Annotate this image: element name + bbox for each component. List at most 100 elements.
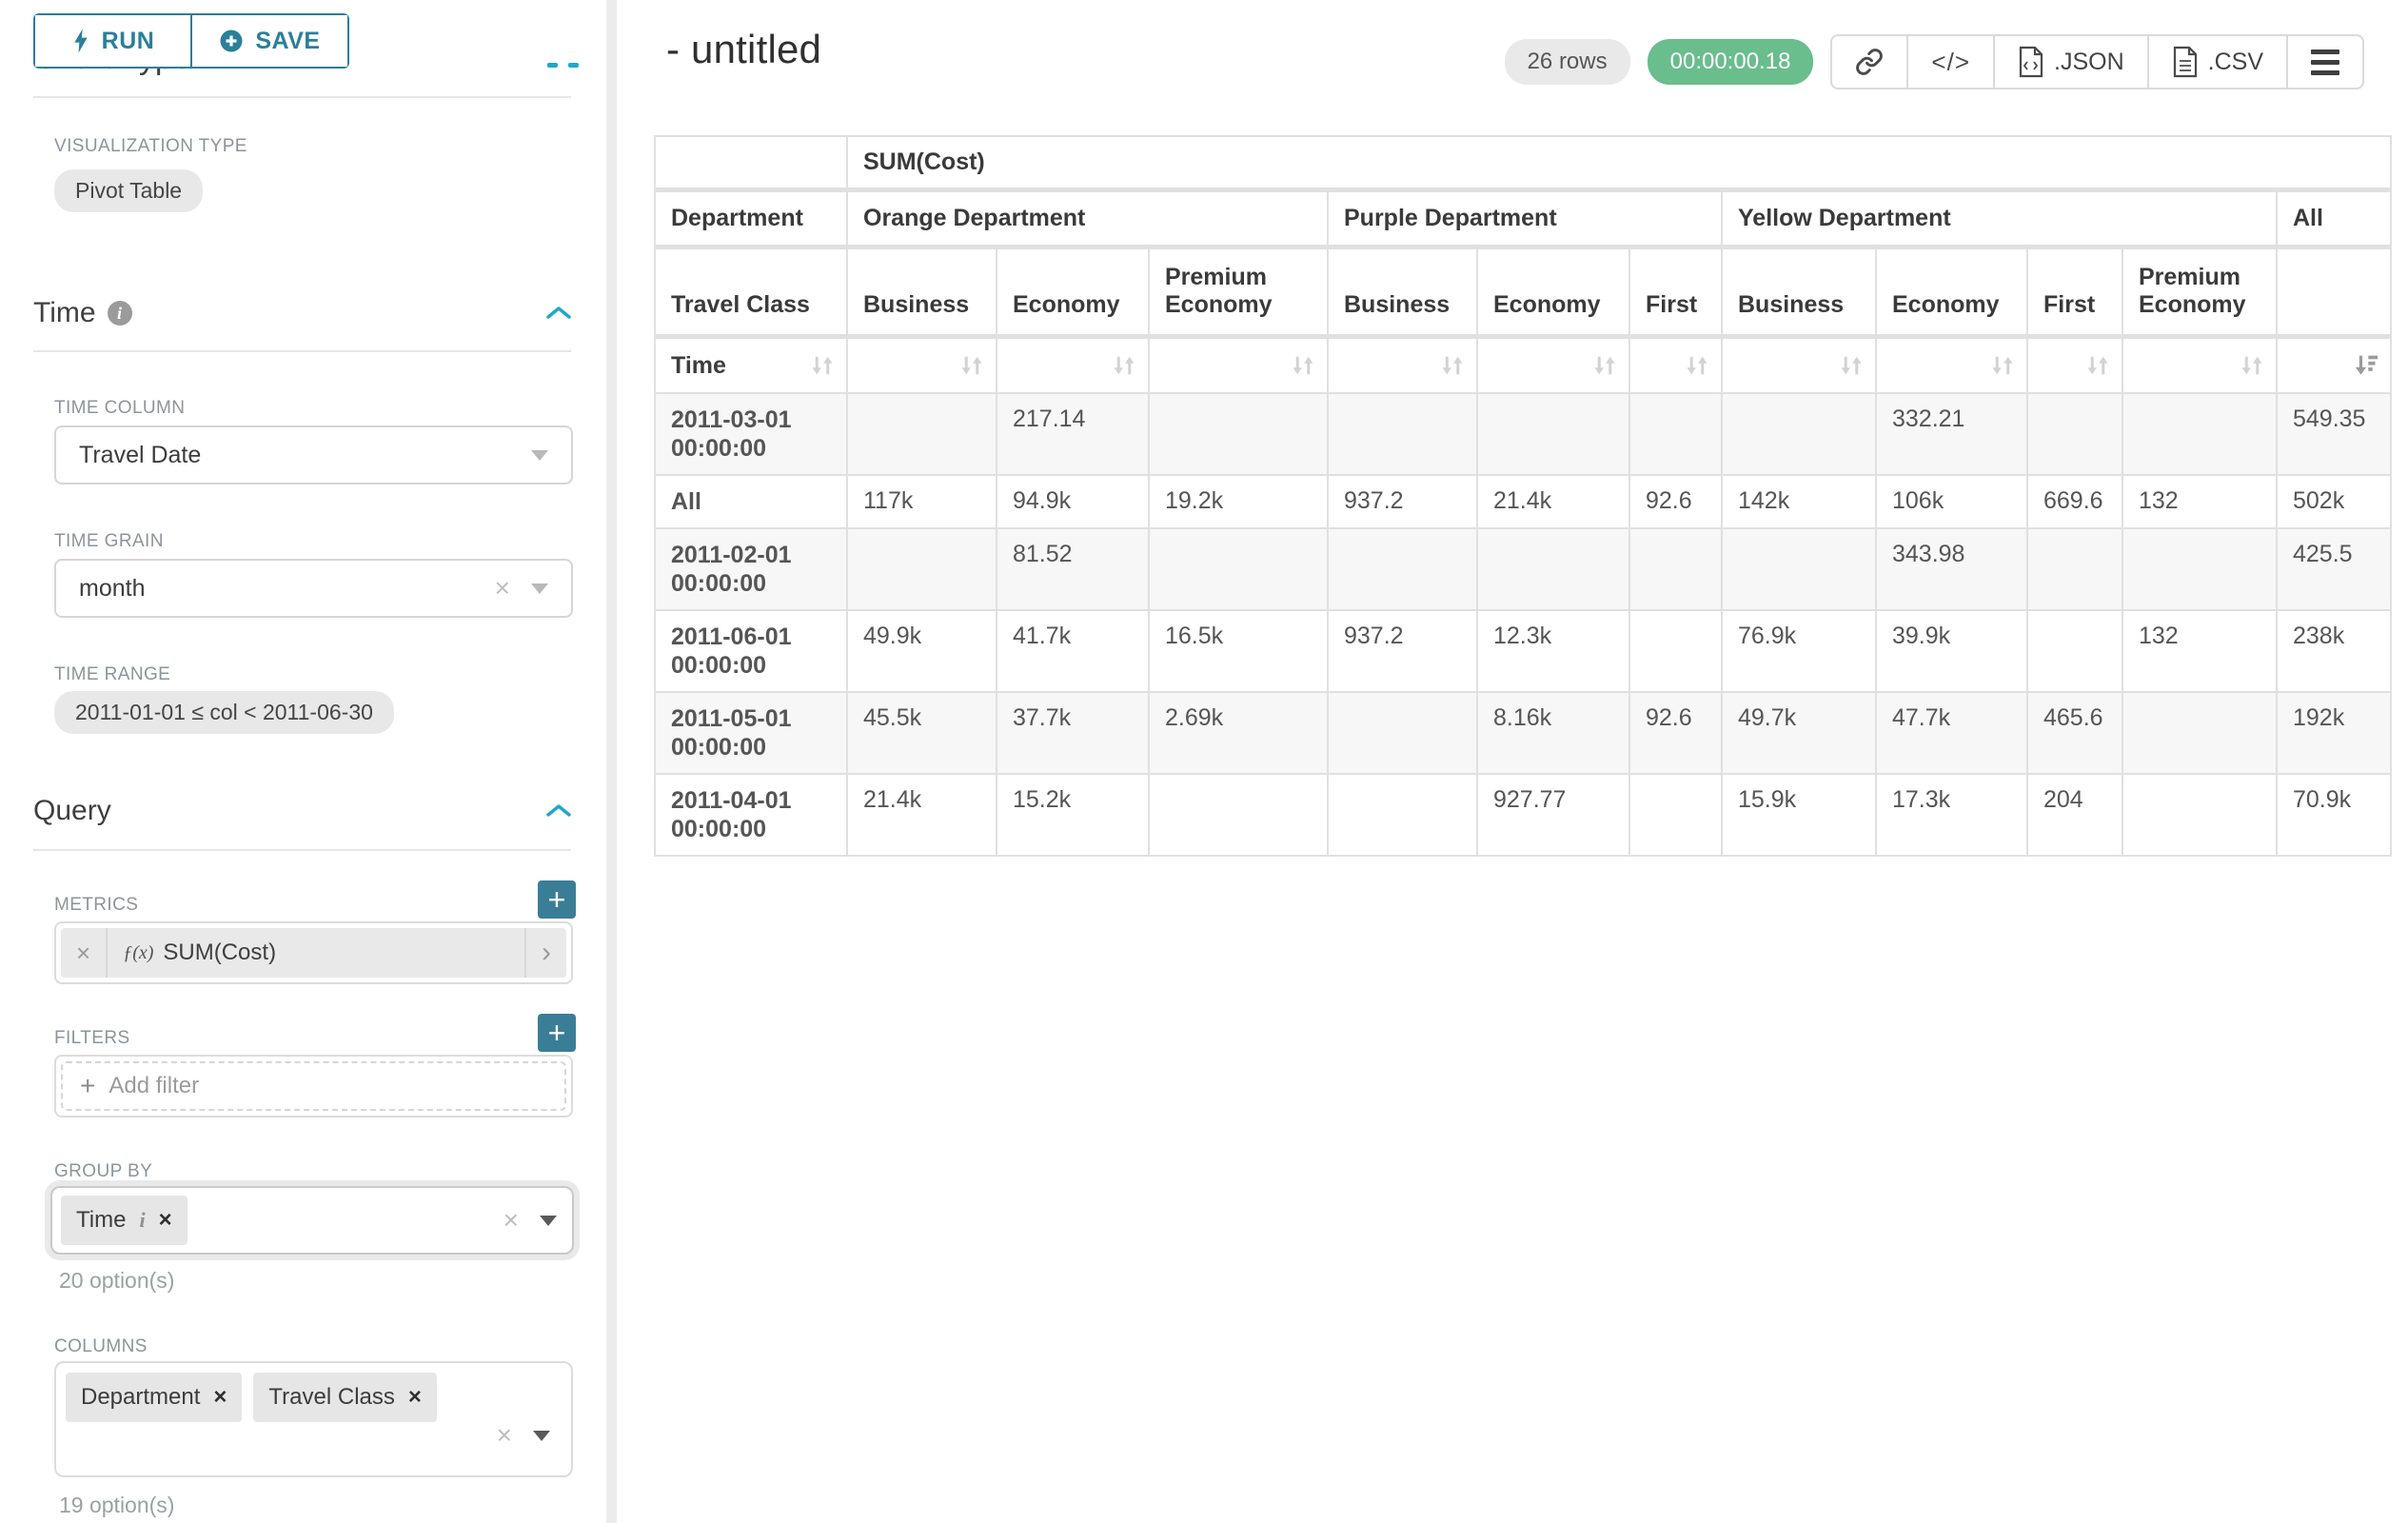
sort-descending-icon[interactable]: [2352, 352, 2380, 379]
sort-header[interactable]: [848, 339, 996, 392]
time-range-pill[interactable]: 2011-01-01 ≤ col < 2011-06-30: [54, 691, 394, 734]
sort-header-time[interactable]: Time: [656, 339, 846, 392]
value-cell: 217.14: [997, 394, 1148, 474]
sort-icon[interactable]: [808, 352, 837, 379]
sort-icon[interactable]: [957, 352, 986, 379]
travel-class-header-row: Travel Class Business Economy Premium Ec…: [656, 249, 2390, 337]
time-column-select[interactable]: Travel Date: [54, 425, 573, 485]
columns-label: COLUMNS: [54, 1336, 148, 1356]
copy-link-button[interactable]: [1832, 36, 1906, 88]
value-cell: [2123, 394, 2276, 474]
plus-icon: +: [80, 1071, 96, 1100]
filters-label: FILTERS: [54, 1028, 130, 1048]
sort-header[interactable]: [1329, 339, 1476, 392]
pivot-table-body: 2011-03-01 00:00:00 217.14 332.21 549.35 All…: [656, 394, 2390, 855]
chart-title[interactable]: - untitled: [666, 27, 822, 71]
remove-chip-icon[interactable]: ×: [213, 1384, 227, 1410]
sidebar-scrollbar[interactable]: [606, 0, 617, 1523]
value-cell: [2028, 529, 2122, 609]
value-cell: [1478, 529, 1628, 609]
value-cell: [2028, 611, 2122, 691]
metrics-label: METRICS: [54, 895, 139, 915]
department-header-row: Department Orange Department Purple Depa…: [656, 192, 2390, 247]
value-cell: 49.7k: [1723, 693, 1875, 773]
chevron-right-icon[interactable]: ›: [524, 928, 566, 978]
value-cell: 92.6: [1630, 476, 1721, 527]
row-dimension-label: Time: [671, 351, 726, 379]
value-cell: 81.52: [997, 529, 1148, 609]
sort-header[interactable]: [997, 339, 1148, 392]
time-column-label: TIME COLUMN: [54, 398, 186, 418]
value-cell: 937.2: [1329, 476, 1476, 527]
col-dimension-label: Travel Class: [656, 249, 846, 337]
sort-icon[interactable]: [1683, 352, 1711, 379]
sort-header[interactable]: [1723, 339, 1875, 392]
value-cell: 142k: [1723, 476, 1875, 527]
value-cell: [1329, 529, 1476, 609]
columns-select[interactable]: Department × Travel Class × ×: [54, 1361, 573, 1477]
remove-metric-icon[interactable]: ×: [61, 928, 109, 978]
value-cell: [1630, 775, 1721, 855]
sort-icon[interactable]: [1837, 352, 1865, 379]
metric-chip[interactable]: × ƒ(x) SUM(Cost) ›: [61, 928, 566, 978]
chevron-up-icon[interactable]: [544, 305, 573, 322]
table-row: 2011-06-01 00:00:00 49.9k 41.7k 16.5k 937.2 1…: [656, 611, 2390, 691]
clear-icon[interactable]: ×: [503, 1205, 519, 1235]
chevron-up-icon[interactable]: [544, 802, 573, 820]
group-by-select[interactable]: Time i × ×: [50, 1186, 574, 1255]
add-filter-plus-button[interactable]: +: [538, 1014, 576, 1052]
chevron-down-icon: [531, 449, 548, 461]
value-cell: 204: [2028, 775, 2122, 855]
sort-icon[interactable]: [2238, 352, 2266, 379]
columns-chip-department[interactable]: Department ×: [66, 1373, 243, 1422]
divider: [33, 350, 571, 352]
sort-header[interactable]: [2123, 339, 2276, 392]
add-metric-button[interactable]: +: [538, 880, 576, 919]
value-cell: 47.7k: [1877, 693, 2026, 773]
columns-option-count: 19 option(s): [59, 1493, 175, 1517]
class-header: Business: [848, 249, 996, 337]
sort-header-active[interactable]: [2278, 339, 2390, 392]
add-filter-button[interactable]: + Add filter: [61, 1061, 566, 1111]
sort-header[interactable]: [2028, 339, 2122, 392]
group-header-orange: Orange Department: [848, 192, 1327, 247]
csv-file-icon: [2173, 46, 2197, 78]
row-label: 2011-04-01 00:00:00: [656, 775, 846, 855]
sort-icon[interactable]: [1110, 352, 1138, 379]
value-cell: 132: [2123, 476, 2276, 527]
group-by-chip-time[interactable]: Time i ×: [61, 1196, 188, 1245]
save-button[interactable]: SAVE: [190, 15, 347, 67]
run-button[interactable]: RUN: [35, 15, 190, 67]
table-row: 2011-05-01 00:00:00 45.5k 37.7k 2.69k 8.16k 9…: [656, 693, 2390, 773]
sort-header[interactable]: [1630, 339, 1721, 392]
value-cell: 425.5: [2278, 529, 2390, 609]
value-cell: 19.2k: [1150, 476, 1327, 527]
sort-icon[interactable]: [1438, 352, 1467, 379]
sort-header[interactable]: [1478, 339, 1628, 392]
time-section-title: Time i: [33, 297, 132, 329]
remove-chip-icon[interactable]: ×: [407, 1384, 422, 1410]
sort-icon[interactable]: [1289, 352, 1317, 379]
sort-header[interactable]: [1877, 339, 2026, 392]
time-grain-select[interactable]: month ×: [54, 559, 573, 618]
export-json-button[interactable]: .JSON: [1993, 36, 2147, 88]
clear-icon[interactable]: ×: [496, 1420, 512, 1450]
row-label: 2011-05-01 00:00:00: [656, 693, 846, 773]
visualization-type-pill[interactable]: Pivot Table: [54, 169, 204, 212]
menu-button[interactable]: [2286, 36, 2362, 88]
sort-icon[interactable]: [2083, 352, 2112, 379]
value-cell: 49.9k: [848, 611, 996, 691]
sort-icon[interactable]: [1590, 352, 1619, 379]
class-header: Premium Economy: [1150, 249, 1327, 337]
export-csv-button[interactable]: .CSV: [2146, 36, 2286, 88]
embed-code-button[interactable]: </>: [1906, 36, 1993, 88]
lightning-icon: [73, 29, 88, 53]
query-timer-badge: 00:00:00.18: [1647, 39, 1814, 85]
columns-chip-travel-class[interactable]: Travel Class ×: [253, 1373, 437, 1422]
sort-icon[interactable]: [1988, 352, 2017, 379]
chip-label: Department: [81, 1384, 201, 1410]
remove-chip-icon[interactable]: ×: [158, 1207, 172, 1233]
sort-header[interactable]: [1150, 339, 1327, 392]
chip-label: Time: [76, 1207, 127, 1233]
clear-icon[interactable]: ×: [494, 573, 510, 603]
